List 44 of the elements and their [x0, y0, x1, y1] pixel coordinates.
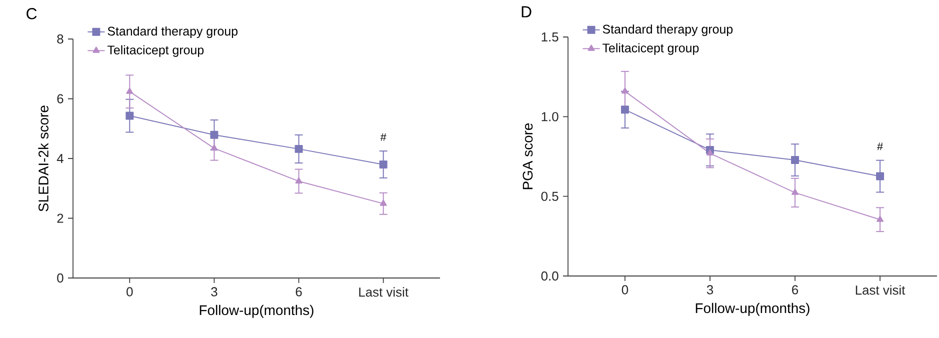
- x-tick-label: 6: [792, 285, 798, 294]
- annotation: #: [877, 142, 884, 150]
- chart-title: C: [26, 8, 37, 20]
- point: [791, 156, 800, 164]
- x-tick-label: Last visit: [359, 287, 408, 297]
- point: [379, 160, 388, 168]
- point: [210, 130, 218, 139]
- y-tick-label: 0.0: [541, 271, 558, 281]
- point: [621, 87, 628, 94]
- y-tick-label: 4: [56, 154, 64, 163]
- legend-label: Telitacicept group: [602, 43, 699, 55]
- point: [706, 149, 714, 156]
- point: [876, 172, 884, 180]
- y-tick-label: 2: [57, 214, 64, 223]
- y-axis-title: PGA score: [522, 123, 533, 190]
- annotation: #: [380, 133, 386, 141]
- x-tick-label: 6: [296, 287, 302, 296]
- x-tick-label: 0: [126, 287, 133, 296]
- point: [294, 144, 303, 153]
- x-tick-label: Last visit: [856, 285, 906, 295]
- x-axis-title: Follow-up(months): [696, 302, 810, 316]
- x-tick-label: 0: [622, 285, 628, 294]
- legend-label: Standard therapy group: [108, 26, 238, 38]
- chart-title: D: [522, 6, 532, 18]
- point: [876, 216, 884, 222]
- point: [380, 200, 387, 206]
- point: [792, 188, 799, 195]
- y-tick-label: 8: [57, 34, 64, 44]
- point: [126, 88, 134, 94]
- x-axis-title: Follow-up(months): [200, 304, 314, 318]
- point: [210, 144, 218, 151]
- y-axis-title: SLEDAI-2k score: [38, 106, 48, 212]
- point: [126, 112, 134, 120]
- legend-label: Standard therapy group: [602, 24, 733, 36]
- y-tick-label: 1.5: [542, 32, 558, 42]
- y-tick-label: 0: [57, 273, 64, 283]
- point: [620, 106, 629, 114]
- y-tick-label: 0.5: [541, 192, 558, 201]
- x-tick-label: 3: [211, 287, 218, 296]
- y-tick-label: 6: [57, 94, 64, 104]
- point: [295, 177, 302, 184]
- y-tick-label: 1.0: [542, 112, 558, 122]
- x-tick-label: 3: [706, 285, 714, 294]
- legend-label: Telitacicept group: [107, 45, 204, 57]
